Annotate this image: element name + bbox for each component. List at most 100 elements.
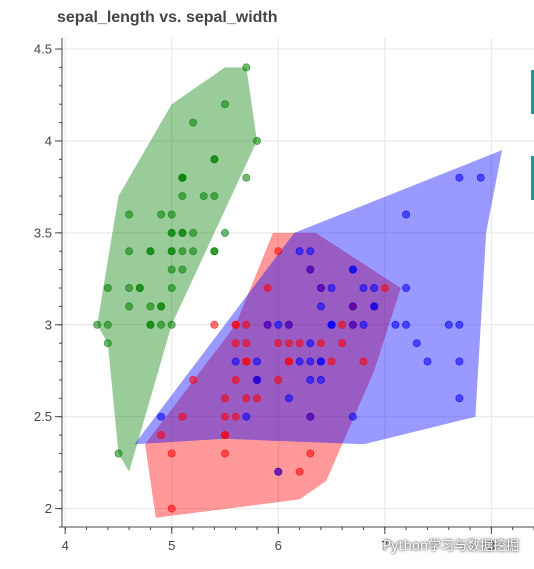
point-versicolor (210, 320, 219, 329)
x-tick-label: 4 (62, 538, 69, 553)
point-virginica (348, 320, 357, 329)
watermark: Python学习与数据挖掘 (362, 535, 519, 554)
point-virginica (274, 320, 283, 329)
point-virginica (444, 320, 453, 329)
point-setosa (146, 320, 155, 329)
point-setosa (103, 320, 112, 329)
point-setosa (210, 155, 219, 164)
point-virginica (455, 394, 464, 403)
point-setosa (189, 247, 198, 256)
hull-versicolor (145, 232, 401, 518)
point-setosa (157, 210, 166, 219)
point-virginica (370, 302, 379, 311)
watermark-text: Python学习与数据挖掘 (383, 539, 520, 554)
hull-setosa (97, 67, 257, 472)
point-versicolor (242, 339, 251, 348)
point-versicolor (274, 375, 283, 384)
point-virginica (402, 320, 411, 329)
x-tick-label: 7 (381, 538, 388, 553)
point-virginica (370, 283, 379, 292)
point-setosa (178, 265, 187, 274)
point-versicolor (231, 412, 240, 421)
point-virginica (242, 412, 251, 421)
grid-lines (62, 38, 534, 527)
point-versicolor (231, 339, 240, 348)
point-setosa (242, 173, 251, 182)
point-versicolor (220, 394, 229, 403)
point-virginica (306, 265, 315, 274)
x-tick-label: 6 (275, 538, 282, 553)
point-setosa (146, 302, 155, 311)
point-setosa (178, 173, 187, 182)
point-setosa (125, 283, 134, 292)
point-virginica (316, 375, 325, 384)
y-tick-label: 3.5 (34, 225, 52, 240)
point-versicolor (242, 357, 251, 366)
chart-title: sepal_length vs. sepal_width (57, 9, 278, 26)
point-virginica (423, 357, 432, 366)
point-versicolor (295, 467, 304, 476)
point-versicolor (231, 375, 240, 384)
point-virginica (252, 357, 261, 366)
point-virginica (316, 357, 325, 366)
point-versicolor (167, 449, 176, 458)
point-virginica (306, 247, 315, 256)
point-virginica (455, 320, 464, 329)
point-versicolor (167, 504, 176, 513)
point-virginica (274, 467, 283, 476)
point-setosa (220, 228, 229, 237)
point-setosa (178, 228, 187, 237)
point-virginica (157, 412, 166, 421)
point-versicolor (263, 283, 272, 292)
point-setosa (167, 320, 176, 329)
y-tick-label: 4.5 (34, 42, 52, 57)
point-versicolor (306, 449, 315, 458)
point-virginica (284, 320, 293, 329)
point-setosa (93, 320, 102, 329)
point-virginica (306, 357, 315, 366)
point-setosa (210, 192, 219, 201)
point-setosa (103, 339, 112, 348)
point-virginica (348, 302, 357, 311)
point-setosa (199, 192, 208, 201)
point-virginica (306, 339, 315, 348)
point-virginica (284, 394, 293, 403)
point-setosa (125, 302, 134, 311)
y-tick-label: 2 (45, 501, 52, 516)
point-versicolor (295, 339, 304, 348)
point-setosa (167, 228, 176, 237)
point-setosa (167, 283, 176, 292)
point-versicolor (274, 339, 283, 348)
x-tick-label: 5 (168, 538, 175, 553)
point-versicolor (316, 339, 325, 348)
point-virginica (402, 283, 411, 292)
point-versicolor (220, 449, 229, 458)
point-versicolor (284, 357, 293, 366)
point-virginica (295, 357, 304, 366)
point-setosa (157, 302, 166, 311)
point-versicolor (178, 412, 187, 421)
point-setosa (178, 247, 187, 256)
point-versicolor (189, 375, 198, 384)
point-virginica (455, 357, 464, 366)
point-setosa (167, 210, 176, 219)
point-versicolor (220, 431, 229, 440)
point-virginica (231, 357, 240, 366)
point-versicolor (338, 339, 347, 348)
point-versicolor (380, 283, 389, 292)
point-virginica (412, 339, 421, 348)
point-versicolor (338, 320, 347, 329)
convex-hulls (97, 67, 502, 518)
hull-virginica (134, 150, 502, 445)
point-versicolor (220, 412, 229, 421)
wechat-logo-icon (362, 537, 380, 553)
point-setosa (189, 228, 198, 237)
point-setosa (252, 136, 261, 145)
point-setosa (125, 210, 134, 219)
point-setosa (167, 247, 176, 256)
point-virginica (476, 173, 485, 182)
point-setosa (125, 247, 134, 256)
y-tick-label: 4 (45, 133, 52, 148)
point-setosa (210, 247, 219, 256)
y-tick-label: 2.5 (34, 409, 52, 424)
